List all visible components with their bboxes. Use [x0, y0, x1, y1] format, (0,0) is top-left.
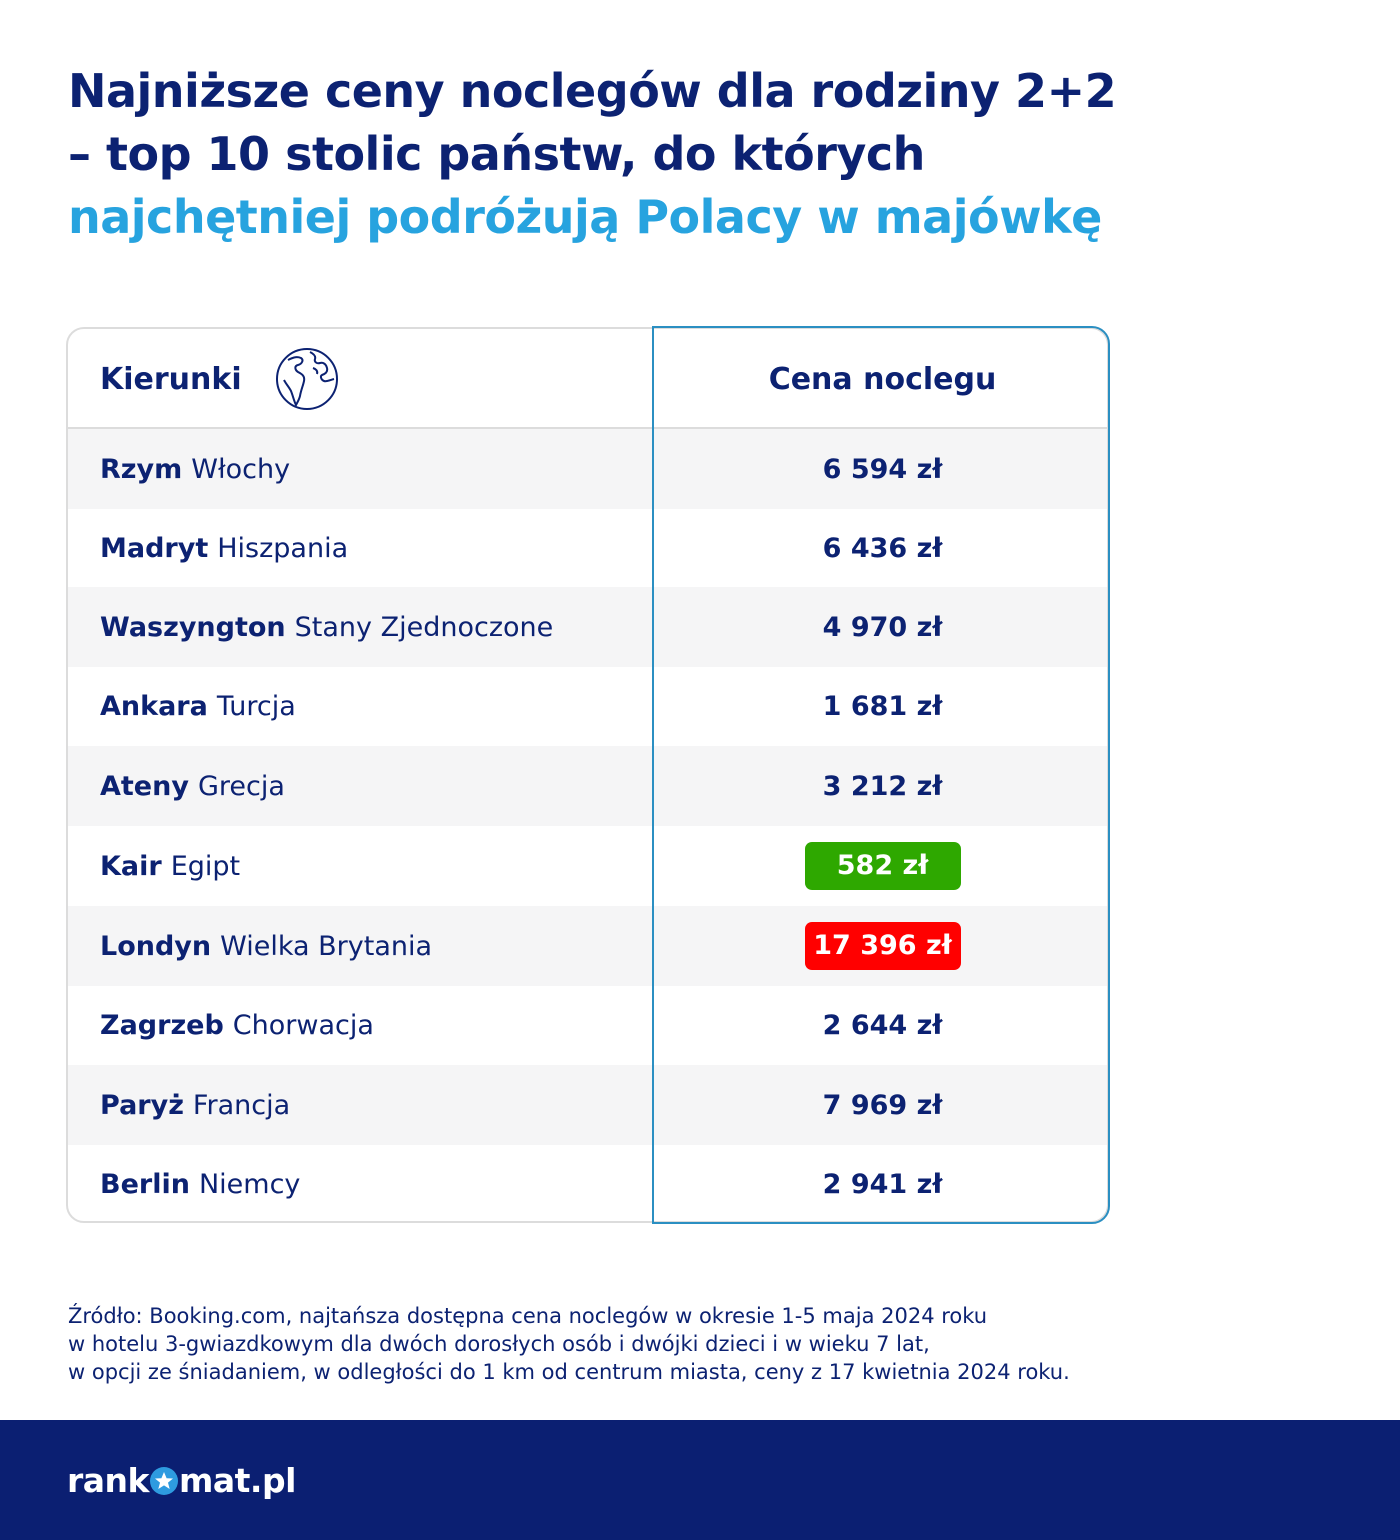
lowest-price-badge: 582 zł — [804, 842, 961, 890]
price-cell: 582 zł — [656, 826, 1107, 906]
destination-cell: Rzym Włochy — [100, 429, 290, 509]
country-name: Egipt — [170, 850, 241, 882]
city-name: Kair — [100, 850, 162, 882]
country-name: Niemcy — [198, 1168, 301, 1200]
city-name: Zagrzeb — [100, 1009, 224, 1041]
logo-text-left: rank — [67, 1460, 149, 1500]
city-name: Ankara — [100, 690, 208, 722]
destination-cell: Londyn Wielka Brytania — [100, 906, 432, 986]
table-row: Rzym Włochy 6 594 zł — [68, 429, 1107, 509]
table-row: Madryt Hiszpania 6 436 zł — [68, 508, 1107, 588]
country-name: Hiszpania — [217, 532, 349, 564]
destination-cell: Berlin Niemcy — [100, 1144, 301, 1221]
destination-cell: Madryt Hiszpania — [100, 508, 348, 588]
city-name: Berlin — [100, 1168, 190, 1200]
destination-cell: Paryż Francja — [100, 1065, 290, 1145]
table-row: Ankara Turcja 1 681 zł — [68, 666, 1107, 746]
price-cell: 2 941 zł — [822, 1168, 943, 1200]
price-cell: 3 212 zł — [822, 770, 943, 802]
table-header: Kierunki Cena noclegu — [68, 329, 1107, 429]
price-cell: 7 969 zł — [822, 1089, 943, 1121]
table-row: Kair Egipt 582 zł — [68, 826, 1107, 906]
table-row: Paryż Francja 7 969 zł — [68, 1065, 1107, 1145]
source-line-2: w hotelu 3-gwiazdkowym dla dwóch dorosły… — [68, 1332, 930, 1356]
price-cell: 2 644 zł — [822, 1009, 943, 1041]
source-line-1: Źródło: Booking.com, najtańsza dostępna … — [68, 1304, 988, 1328]
city-name: Madryt — [100, 532, 209, 564]
prices-table: Kierunki Cena noclegu Rzym Włochy 6 594 z… — [66, 326, 1110, 1224]
country-name: Chorwacja — [232, 1009, 374, 1041]
city-name: Rzym — [100, 453, 183, 485]
title-line-1: Najniższe ceny noclegów dla rodziny 2+2 — [68, 64, 1117, 118]
footer-bar: rank mat.pl — [0, 1420, 1400, 1540]
highest-price-badge: 17 396 zł — [804, 922, 961, 970]
rankomat-logo: rank mat.pl — [67, 1460, 296, 1500]
price-cell: 17 396 zł — [656, 906, 1107, 986]
title-line-2: – top 10 stolic państw, do których — [68, 127, 925, 181]
logo-text-right: mat.pl — [178, 1460, 296, 1500]
title-line-3-highlight: najchętniej podróżują Polacy w majówkę — [68, 190, 1102, 244]
country-name: Włochy — [191, 453, 291, 485]
country-name: Wielka Brytania — [220, 930, 433, 962]
globe-icon — [276, 348, 338, 410]
destination-cell: Zagrzeb Chorwacja — [100, 985, 374, 1065]
star-icon — [149, 1467, 178, 1495]
price-cell: 4 970 zł — [822, 611, 943, 643]
city-name: Londyn — [100, 930, 212, 962]
destination-cell: Ateny Grecja — [100, 746, 285, 826]
source-line-3: w opcji ze śniadaniem, w odległości do 1… — [68, 1360, 1070, 1384]
table-row: Londyn Wielka Brytania 17 396 zł — [68, 906, 1107, 986]
destination-cell: Kair Egipt — [100, 826, 240, 906]
price-cell: 6 436 zł — [822, 532, 943, 564]
table-row: Waszyngton Stany Zjednoczone 4 970 zł — [68, 587, 1107, 667]
table-frame: Kierunki Cena noclegu Rzym Włochy 6 594 z… — [66, 327, 1109, 1223]
destination-cell: Ankara Turcja — [100, 666, 296, 746]
source-note: Źródło: Booking.com, najtańsza dostępna … — [68, 1302, 1268, 1386]
page-title: Najniższe ceny noclegów dla rodziny 2+2 … — [68, 60, 1268, 249]
table-row: Zagrzeb Chorwacja 2 644 zł — [68, 985, 1107, 1065]
country-name: Grecja — [197, 770, 285, 802]
table-row: Ateny Grecja 3 212 zł — [68, 746, 1107, 826]
header-price: Cena noclegu — [768, 361, 997, 397]
price-cell: 1 681 zł — [822, 690, 943, 722]
city-name: Ateny — [100, 770, 189, 802]
country-name: Turcja — [216, 690, 296, 722]
city-name: Paryż — [100, 1089, 184, 1121]
header-destinations: Kierunki — [100, 361, 242, 397]
country-name: Stany Zjednoczone — [294, 611, 554, 643]
city-name: Waszyngton — [100, 611, 286, 643]
price-cell: 6 594 zł — [822, 453, 943, 485]
table-row: Berlin Niemcy 2 941 zł — [68, 1144, 1107, 1221]
country-name: Francja — [192, 1089, 291, 1121]
destination-cell: Waszyngton Stany Zjednoczone — [100, 587, 553, 667]
